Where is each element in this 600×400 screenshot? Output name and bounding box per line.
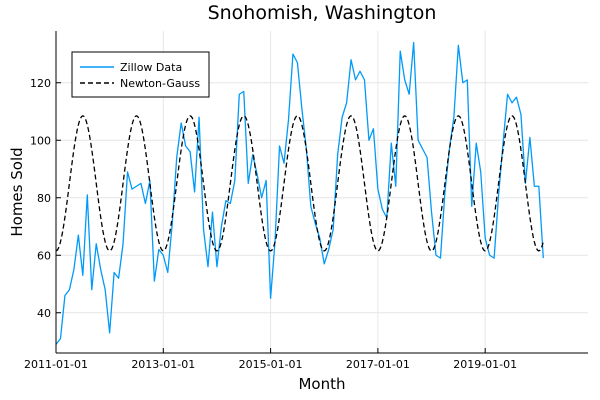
x-axis-title: Month [298,375,345,393]
chart-title: Snohomish, Washington [208,2,437,24]
axes [55,31,588,354]
legend-label-newton-gauss: Newton-Gauss [120,77,200,90]
series-line-newton-gauss [55,115,544,252]
y-tick-label: 60 [37,249,51,262]
legend: Zillow Data Newton-Gauss [71,51,210,98]
series-line-zillow-data [55,41,544,345]
series-layer [55,41,544,345]
y-tick-label: 120 [30,77,51,90]
y-tick-label: 80 [37,192,51,205]
y-axis-title: Homes Sold [8,147,26,236]
x-tick-label: 2017-01-01 [346,358,410,371]
y-tick-label: 40 [37,307,51,320]
x-tick-label: 2015-01-01 [239,358,303,371]
tick-labels: 2011-01-01 2013-01-01 2015-01-01 2017-01-01… [24,77,517,371]
legend-label-zillow-data: Zillow Data [120,61,182,74]
x-tick-label: 2011-01-01 [24,358,88,371]
y-tick-label: 100 [30,134,51,147]
x-tick-label: 2019-01-01 [453,358,517,371]
x-tick-label: 2013-01-01 [131,358,195,371]
legend-box [71,51,210,98]
